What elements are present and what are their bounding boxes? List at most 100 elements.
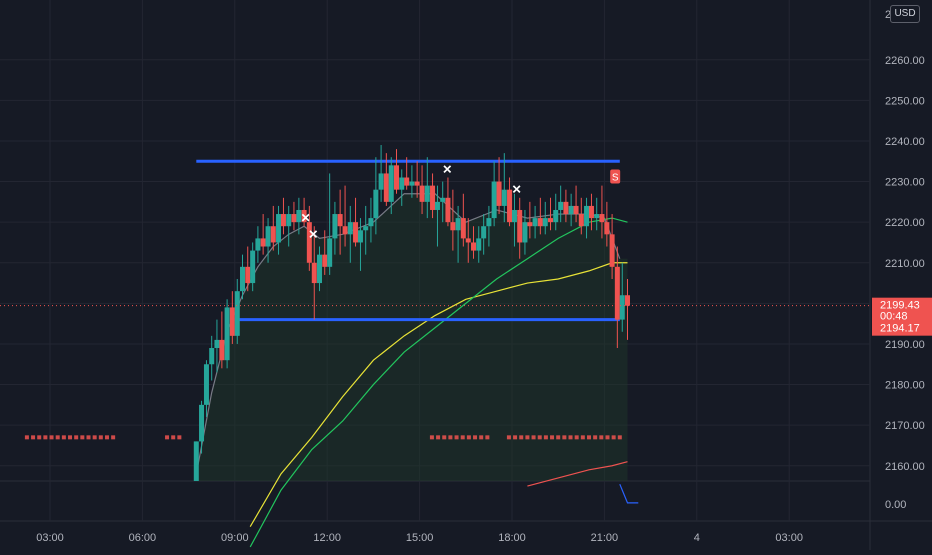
signal-dot <box>473 435 478 440</box>
candle-body <box>368 218 374 227</box>
candle-body <box>486 218 492 227</box>
candle-body <box>286 214 292 227</box>
signal-dot <box>436 435 441 440</box>
candle-body <box>434 201 440 210</box>
candle-body <box>409 181 415 186</box>
signal-dot <box>177 435 182 440</box>
candle-body <box>327 238 333 267</box>
y-tick-label: 2160.00 <box>885 461 925 473</box>
candle-body <box>229 307 235 336</box>
candle-body <box>450 222 456 231</box>
candle-body <box>553 209 559 223</box>
signal-dot <box>165 435 170 440</box>
signal-dot <box>429 435 434 440</box>
candle-body <box>455 218 461 231</box>
candle-body <box>563 201 569 215</box>
signal-dot <box>562 435 567 440</box>
signal-dot <box>506 435 511 440</box>
signal-dot <box>593 435 598 440</box>
price-tag-box <box>872 297 932 336</box>
candle-body <box>532 218 538 227</box>
y-tick-label: 2210.00 <box>885 258 925 270</box>
candle-body <box>527 222 533 227</box>
x-marker: ✕ <box>301 211 311 225</box>
candle-body <box>373 189 379 219</box>
signal-dot <box>31 435 36 440</box>
x-tick-label: 03:00 <box>36 532 64 544</box>
signal-label-text: S <box>612 173 619 184</box>
candle-body <box>291 214 297 223</box>
signal-dot <box>24 435 29 440</box>
y-tick-label: 2190.00 <box>885 339 925 351</box>
x-tick-label: 12:00 <box>313 532 341 544</box>
candle-body <box>584 205 590 227</box>
candle-body <box>430 185 436 210</box>
candle-body <box>363 226 369 231</box>
candle-body <box>245 266 251 284</box>
candle-body <box>250 250 256 284</box>
moving-average-line <box>249 217 628 548</box>
y-tick-label: 2240.00 <box>885 136 925 148</box>
signal-dot <box>442 435 447 440</box>
signal-dot <box>171 435 176 440</box>
oscillator-tick-label: 0.00 <box>885 499 906 511</box>
signal-dot <box>525 435 530 440</box>
candle-body <box>573 205 579 215</box>
candle-body <box>465 238 471 243</box>
currency-button[interactable]: USD <box>890 5 920 23</box>
moving-average-line <box>249 262 628 527</box>
candle-body <box>507 189 513 223</box>
candle-body <box>214 339 220 349</box>
x-tick-label: 06:00 <box>129 532 157 544</box>
candle-body <box>594 214 600 219</box>
signal-dot <box>519 435 524 440</box>
candle-body <box>481 226 487 239</box>
candle-body <box>471 242 476 251</box>
signal-dot <box>74 435 79 440</box>
signal-dot <box>599 435 604 440</box>
candle-body <box>588 205 594 219</box>
signal-dot <box>485 435 490 440</box>
y-tick-label: 2180.00 <box>885 380 925 392</box>
candle-body <box>332 214 338 239</box>
x-tick-label: 15:00 <box>406 532 434 544</box>
y-tick-label: 2250.00 <box>885 95 925 107</box>
candle-body <box>234 291 240 336</box>
candle-body <box>311 262 317 284</box>
candle-body <box>609 234 615 267</box>
candle-body <box>496 181 502 206</box>
candle-body <box>337 214 343 227</box>
candle-body <box>511 209 517 223</box>
x-tick-label: 4 <box>694 532 700 544</box>
candle-body <box>414 181 420 186</box>
signal-dot <box>574 435 579 440</box>
candle-body <box>301 209 307 223</box>
candle-body <box>419 185 425 202</box>
signal-dot <box>68 435 73 440</box>
candle-body <box>619 295 625 320</box>
candle-body <box>203 364 209 405</box>
signal-dot <box>448 435 453 440</box>
signal-dot <box>98 435 103 440</box>
signal-dot <box>111 435 116 440</box>
candle-body <box>209 348 215 365</box>
candle-body <box>240 266 245 292</box>
candles <box>193 145 630 481</box>
candle-body <box>501 189 507 206</box>
signal-dot <box>92 435 97 440</box>
candle-body <box>342 226 348 235</box>
signal-dot <box>537 435 542 440</box>
candle-body <box>476 238 482 251</box>
signal-dot <box>556 435 561 440</box>
y-tick-label: 2170.00 <box>885 420 925 432</box>
candle-body <box>322 254 328 267</box>
signal-label-box <box>610 169 621 184</box>
candle-body <box>604 222 610 235</box>
candle-body <box>388 165 394 202</box>
x-marker: ✕ <box>442 162 452 176</box>
signal-dot <box>61 435 66 440</box>
candle-body <box>378 173 384 190</box>
candle-body <box>276 214 282 243</box>
